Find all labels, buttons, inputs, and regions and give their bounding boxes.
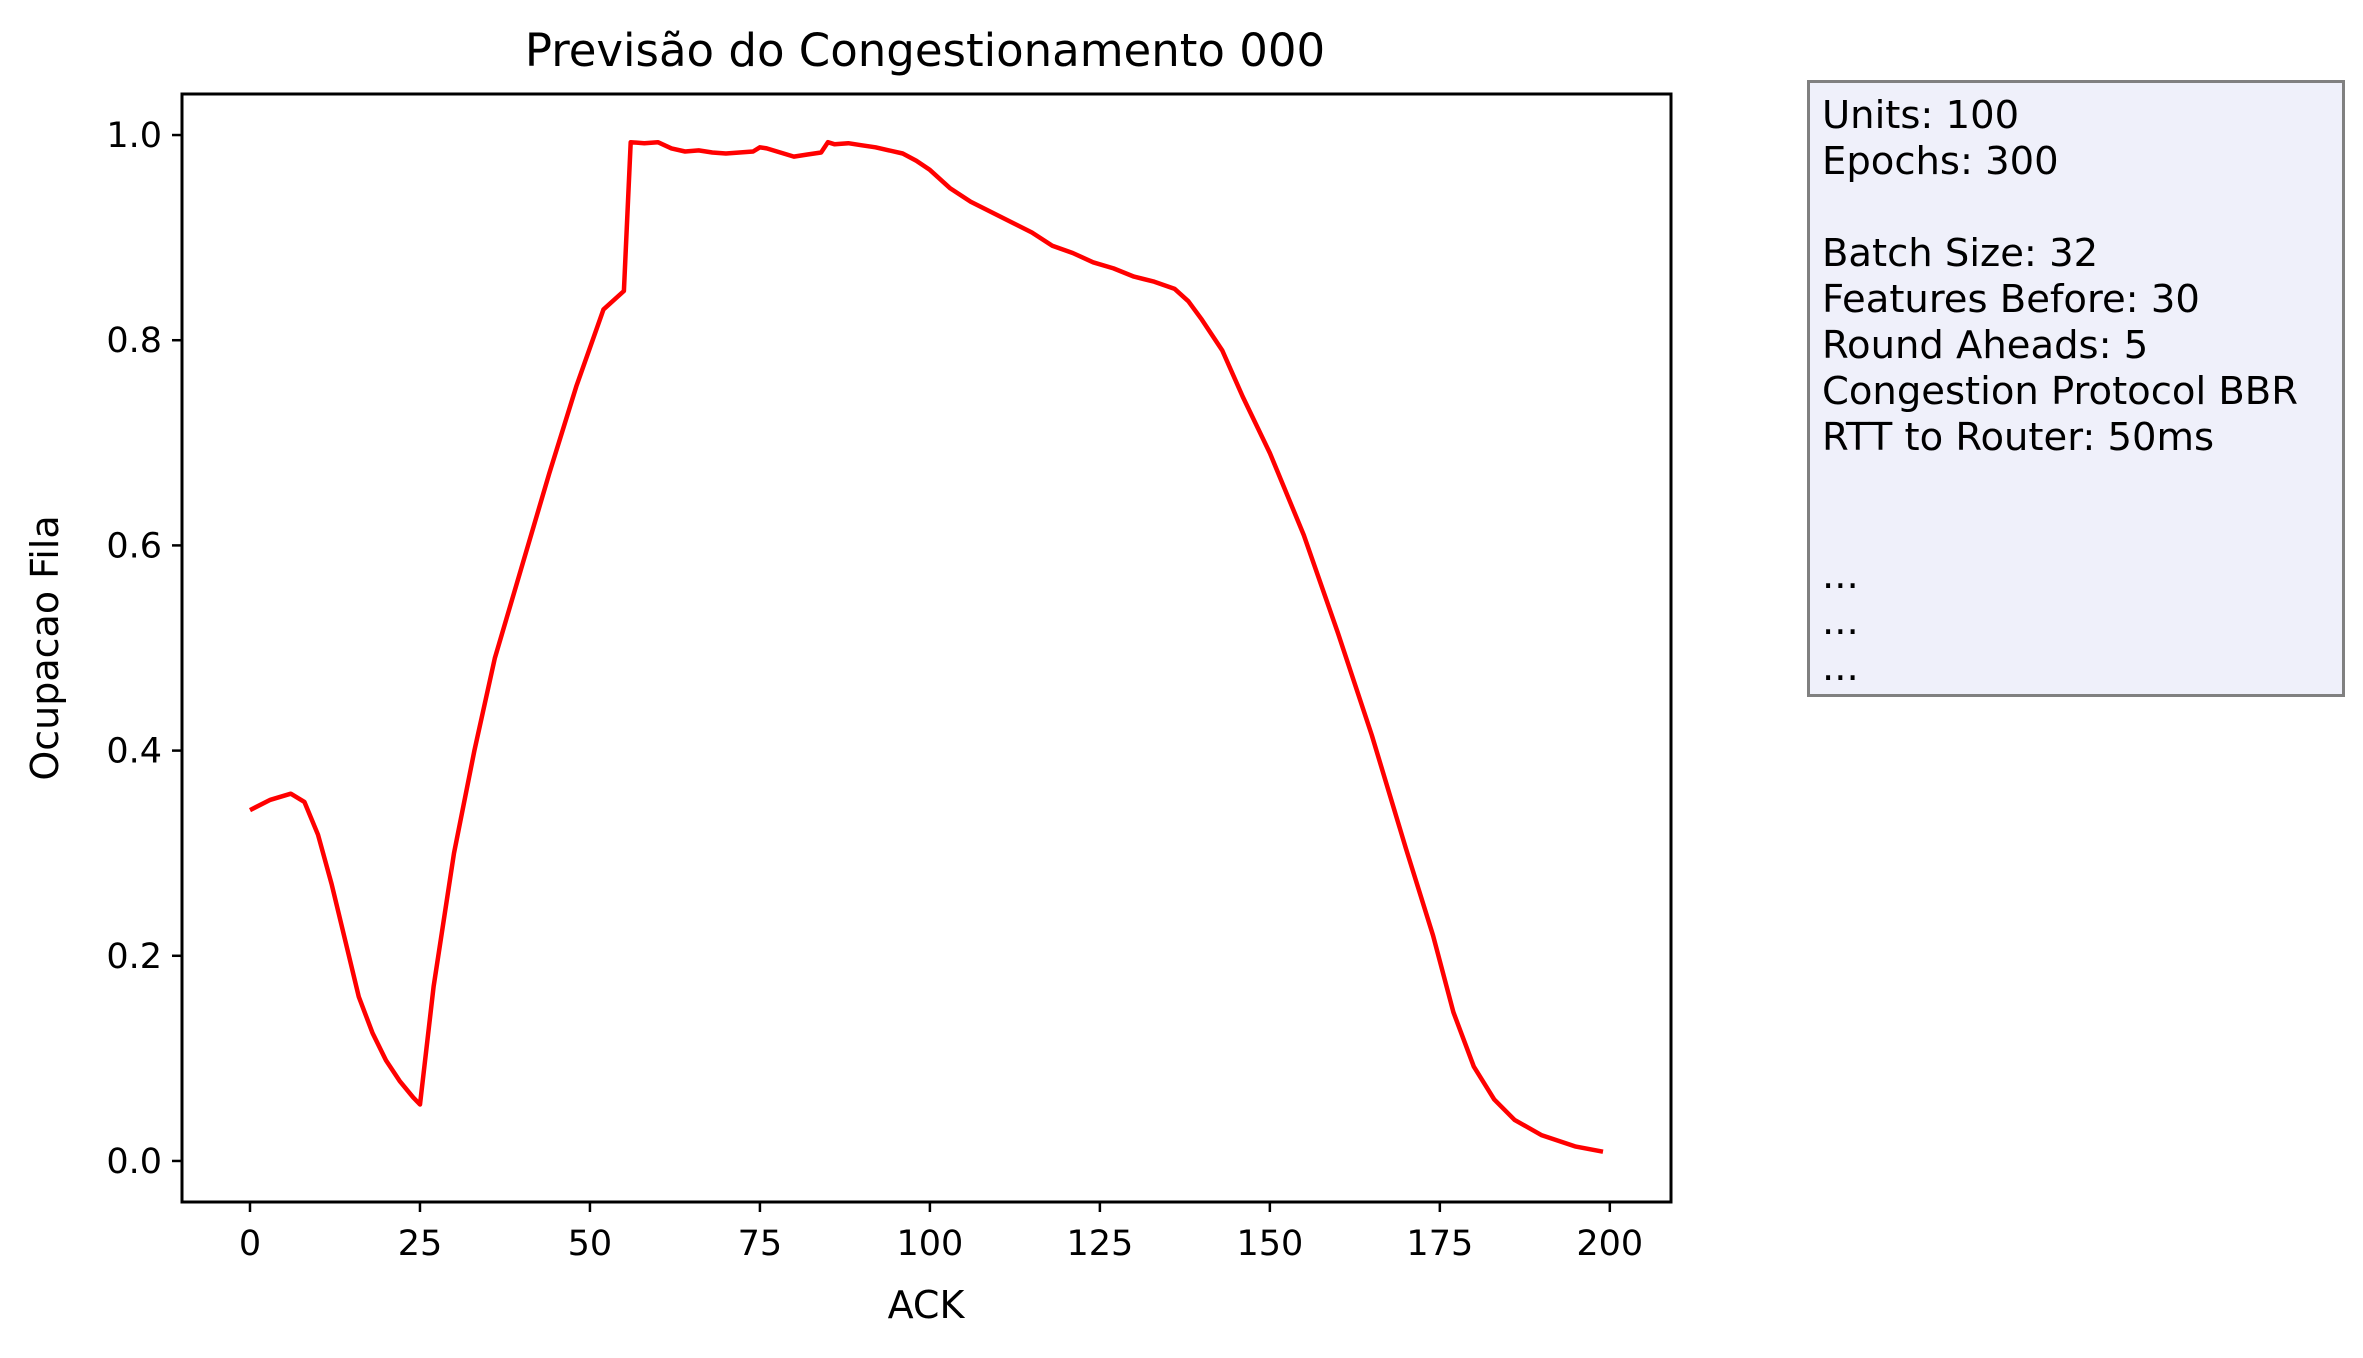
info-box-line — [1822, 185, 2330, 231]
x-tick-label: 0 — [239, 1224, 261, 1264]
info-box-line: Batch Size: 32 — [1822, 231, 2099, 276]
info-box-line: ... — [1822, 599, 1859, 644]
info-box-line: ... — [1822, 553, 1859, 598]
info-box-line: RTT to Router: 50ms — [1822, 415, 2215, 460]
y-tick-label: 0.4 — [106, 732, 162, 772]
x-tick-label: 125 — [1066, 1224, 1133, 1264]
x-tick-label: 100 — [896, 1224, 963, 1264]
info-box-line — [1822, 461, 2330, 507]
plot-area-frame — [180, 92, 1673, 1204]
y-tick-label: 0.6 — [106, 526, 162, 566]
x-tick-label: 75 — [738, 1224, 783, 1264]
y-axis-label: Ocupacao Fila — [23, 515, 67, 780]
x-tick-label: 50 — [568, 1224, 613, 1264]
series-line — [248, 139, 1604, 1154]
info-box-line: Epochs: 300 — [1822, 139, 2059, 184]
y-tick-label: 0.0 — [106, 1142, 162, 1182]
x-tick-label: 25 — [398, 1224, 443, 1264]
chart-title: Previsão do Congestionamento 000 — [525, 24, 1325, 77]
x-tick-label: 175 — [1406, 1224, 1473, 1264]
info-box-line: Features Before: 30 — [1822, 277, 2200, 322]
x-tick-label: 150 — [1236, 1224, 1303, 1264]
y-tick-label: 0.2 — [106, 937, 162, 977]
info-box-line: Round Aheads: 5 — [1822, 323, 2149, 368]
info-box-line: Congestion Protocol BBR — [1822, 369, 2298, 414]
info-box-line: ... — [1822, 645, 1859, 690]
y-tick-label: 0.8 — [106, 321, 162, 361]
x-axis: 0 25 50 75 100 125 150 175 200 — [239, 1202, 1643, 1264]
info-box-line: Units: 100 — [1822, 93, 2020, 138]
y-axis: 0.0 0.2 0.4 0.6 0.8 1.0 — [106, 116, 182, 1182]
info-box-line — [1822, 507, 2330, 553]
x-tick-label: 200 — [1576, 1224, 1643, 1264]
y-tick-label: 1.0 — [106, 116, 162, 156]
parameters-info-box: Units: 100 Epochs: 300 Batch Size: 32 Featu… — [1807, 80, 2345, 697]
x-axis-label: ACK — [888, 1283, 966, 1327]
